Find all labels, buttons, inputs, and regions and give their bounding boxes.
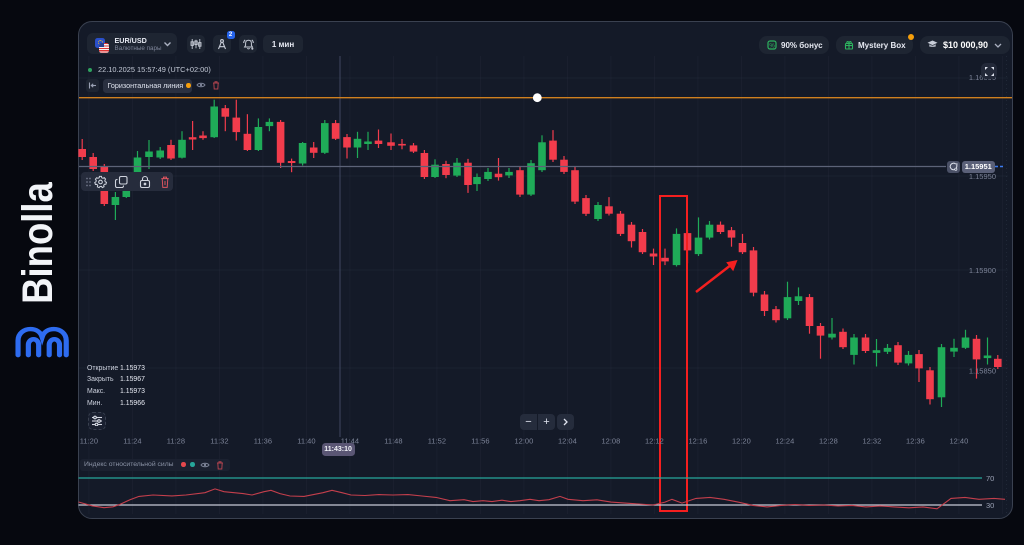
svg-text:11:24: 11:24 [123,437,141,446]
svg-text:11:28: 11:28 [167,437,185,446]
svg-text:12:00: 12:00 [515,437,534,446]
svg-text:12:16: 12:16 [689,437,708,446]
svg-text:11:40: 11:40 [297,437,315,446]
svg-text:11:32: 11:32 [210,437,228,446]
svg-text:12:36: 12:36 [906,437,925,446]
svg-text:12:32: 12:32 [863,437,882,446]
svg-text:11:44: 11:44 [341,437,359,446]
svg-text:11:52: 11:52 [428,437,446,446]
svg-text:12:04: 12:04 [558,437,577,446]
svg-text:1.15900: 1.15900 [969,266,996,275]
svg-text:30: 30 [986,501,994,510]
svg-text:12:24: 12:24 [776,437,795,446]
svg-text:11:36: 11:36 [254,437,272,446]
svg-text:12:08: 12:08 [602,437,621,446]
svg-text:%: % [769,43,775,49]
svg-text:12:28: 12:28 [819,437,838,446]
svg-text:12:40: 12:40 [950,437,969,446]
svg-text:11:20: 11:20 [80,437,98,446]
svg-text:70: 70 [986,474,994,483]
svg-text:1.15850: 1.15850 [969,366,996,375]
svg-text:12:12: 12:12 [645,437,664,446]
svg-text:12:20: 12:20 [732,437,751,446]
svg-text:11:48: 11:48 [384,437,402,446]
svg-text:1.15950: 1.15950 [969,172,996,181]
svg-text:11:56: 11:56 [471,437,489,446]
